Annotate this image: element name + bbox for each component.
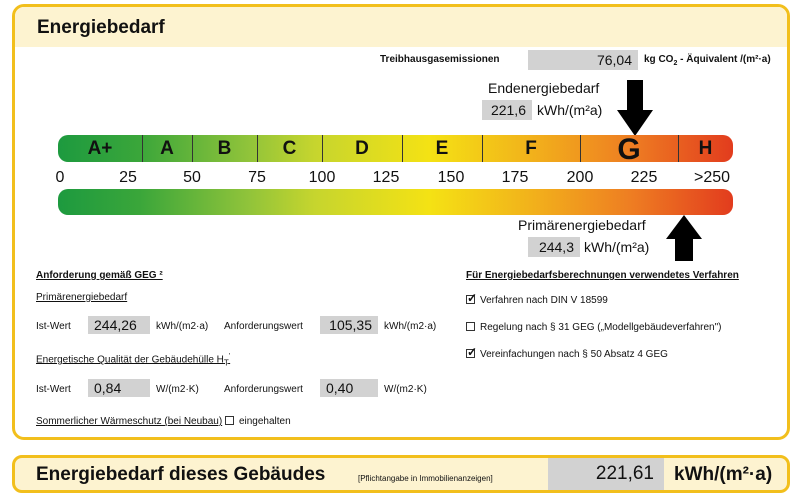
class-separator: [257, 135, 258, 162]
scale-tick-label: >250: [693, 169, 731, 186]
primary-ist-label: Ist-Wert: [36, 321, 71, 332]
scale-tick-label: 225: [630, 169, 658, 186]
class-separator: [322, 135, 323, 162]
quality-anf-unit: W/(m2·K): [384, 384, 427, 395]
procedure-item: Vereinfachungen nach § 50 Absatz 4 GEG: [466, 345, 668, 360]
energy-class-c: C: [282, 138, 297, 159]
primary-anf-value: 105,35: [320, 316, 378, 334]
scale-tick-label: 100: [308, 169, 336, 186]
class-separator: [482, 135, 483, 162]
energy-class-a: A: [160, 138, 174, 159]
scale-tick-label: 75: [248, 169, 266, 186]
scale-tick-label: 125: [372, 169, 400, 186]
scale-tick-label: 200: [566, 169, 594, 186]
panel-header: [15, 7, 787, 47]
quality-ist-label: Ist-Wert: [36, 384, 71, 395]
requirements-heading: Anforderung gemäß GEG ²: [36, 270, 163, 281]
summer-checkbox[interactable]: [224, 416, 234, 425]
procedure-checkbox[interactable]: [466, 291, 477, 305]
scale-tick-label: 50: [183, 169, 201, 186]
footer-value: 221,61: [548, 458, 664, 490]
energy-class-bar: A+ A B C D E F G H: [58, 135, 733, 162]
procedure-checkbox[interactable]: [466, 322, 475, 331]
emissions-value: 76,04: [528, 50, 638, 70]
end-energy-arrow-icon: [617, 80, 653, 136]
procedure-item: Regelung nach § 31 GEG („Modellgebäudeve…: [466, 322, 721, 333]
procedure-item: Verfahren nach DIN V 18599: [466, 291, 608, 306]
energy-scale-bar: [58, 189, 733, 215]
summer-protection-row: Sommerlicher Wärmeschutz (bei Neubau) ei…: [36, 416, 291, 427]
procedures-heading: Für Energiebedarfsberechnungen verwendet…: [466, 270, 739, 281]
class-separator: [402, 135, 403, 162]
energy-class-h: H: [698, 138, 713, 159]
emissions-label: Treibhausgasemissionen: [380, 54, 500, 65]
scale-tick-label: 25: [119, 169, 137, 186]
primary-energy-label: Primärenergiebedarf: [518, 217, 646, 233]
class-separator: [678, 135, 679, 162]
energy-class-e: E: [435, 138, 449, 159]
energy-class-f: F: [525, 138, 537, 159]
primary-ist-value: 244,26: [88, 316, 150, 334]
primary-anf-unit: kWh/(m2·a): [384, 321, 437, 332]
footer-title: Energiebedarf dieses Gebäudes: [36, 464, 326, 485]
primary-energy-value: 244,3: [528, 237, 580, 257]
scale-tick-label: 0: [55, 169, 65, 186]
footer-unit: kWh/(m²·a): [674, 464, 773, 485]
scale-tick-label: 175: [501, 169, 529, 186]
energy-class-d: D: [355, 138, 369, 159]
footer-note: [Pflichtangabe in Immobilienanzeigen]: [358, 474, 493, 483]
energy-demand-panel: Energiebedarf: [12, 4, 790, 440]
scale-tick-label: 150: [437, 169, 465, 186]
quality-anf-label: Anforderungswert: [224, 384, 303, 395]
primary-ist-unit: kWh/(m2·a): [156, 321, 209, 332]
emissions-unit: kg CO2 - Äquivalent /(m²·a): [644, 54, 771, 67]
energy-class-b: B: [217, 138, 232, 159]
quality-ist-unit: W/(m2·K): [156, 384, 199, 395]
primary-anf-label: Anforderungswert: [224, 321, 303, 332]
primary-requirement-heading: Primärenergiebedarf: [36, 292, 128, 303]
primary-energy-unit: kWh/(m²a): [584, 239, 650, 255]
primary-energy-arrow-icon: [666, 215, 702, 261]
quality-ist-value: 0,84: [88, 379, 150, 397]
quality-heading: Energetische Qualität der Gebäudehülle H…: [36, 353, 231, 368]
end-energy-unit: kWh/(m²a): [537, 102, 603, 118]
quality-anf-value: 0,40: [320, 379, 378, 397]
panel-title: Energiebedarf: [37, 17, 165, 38]
class-separator: [580, 135, 581, 162]
end-energy-value: 221,6: [482, 100, 532, 120]
class-separator: [142, 135, 143, 162]
energy-class-a-plus: A+: [87, 138, 113, 159]
class-separator: [192, 135, 193, 162]
end-energy-label: Endenergiebedarf: [488, 80, 600, 96]
procedure-checkbox[interactable]: [466, 345, 477, 359]
energy-class-g: G: [617, 135, 641, 162]
